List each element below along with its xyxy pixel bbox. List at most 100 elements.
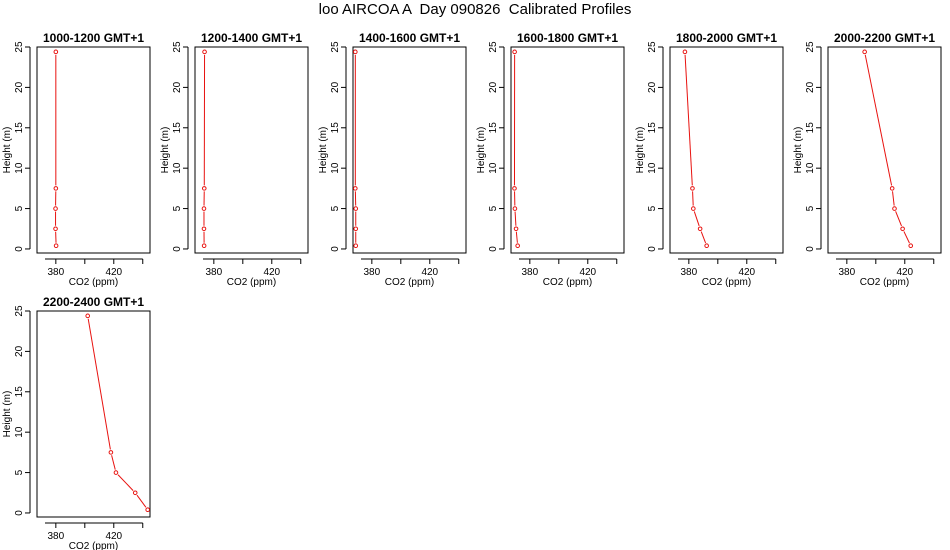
y-tick-label: 20 <box>14 345 25 357</box>
panel: 2000-2200 GMT+1 0 5 10 15 20 25 Height (m) 380 42… <box>793 31 942 288</box>
y-tick-label: 25 <box>330 41 341 53</box>
data-point <box>201 243 207 249</box>
x-axis-label: CO2 (ppm) <box>860 277 909 288</box>
panel-title: 1200-1400 GMT+1 <box>201 31 302 45</box>
y-tick-label: 15 <box>805 122 816 134</box>
profile-segment <box>895 211 902 227</box>
data-point <box>704 243 709 249</box>
y-tick-label: 0 <box>172 246 183 252</box>
y-tick-label: 20 <box>805 81 816 93</box>
plot-frame <box>827 46 942 254</box>
data-point <box>697 226 703 232</box>
profile-segment <box>700 231 707 244</box>
x-axis-label: CO2 (ppm) <box>69 541 118 550</box>
y-tick-label: 15 <box>647 122 658 134</box>
y-tick-label: 25 <box>488 41 499 53</box>
x-tick-label: 420 <box>105 531 122 542</box>
data-point <box>691 206 696 211</box>
panel: 1400-1600 GMT+1 0 5 10 15 20 25 Height (m) 380 42… <box>318 31 467 288</box>
data-point <box>690 186 695 191</box>
profile-segment <box>684 54 693 186</box>
x-tick-label: 420 <box>105 267 122 278</box>
y-tick-label: 15 <box>14 122 25 134</box>
x-tick-label: 420 <box>421 267 438 278</box>
profile-segment <box>692 191 694 206</box>
data-point <box>892 206 897 211</box>
y-tick-label: 15 <box>330 122 341 134</box>
profile-segment <box>515 231 518 243</box>
y-axis-label: Height (m) <box>793 127 804 174</box>
panel: 2200-2400 GMT+1 0 5 10 15 20 25 Height (m) 380 42… <box>2 295 151 550</box>
data-point <box>353 226 359 232</box>
y-axis-label: Height (m) <box>160 127 171 174</box>
y-tick-label: 10 <box>647 162 658 174</box>
panel-title: 1400-1600 GMT+1 <box>359 31 460 45</box>
y-tick-label: 10 <box>488 162 499 174</box>
profile-segment <box>111 455 116 470</box>
panel-title: 1000-1200 GMT+1 <box>43 31 144 45</box>
plot-frame <box>194 46 309 254</box>
profile-segment <box>117 474 134 491</box>
data-point <box>353 186 358 191</box>
data-point <box>353 206 359 211</box>
y-tick-label: 10 <box>805 162 816 174</box>
panel: 1600-1800 GMT+1 0 5 10 15 20 25 Height (m) 380 42… <box>476 31 625 288</box>
y-tick-label: 20 <box>14 81 25 93</box>
plot-frame <box>352 46 467 254</box>
data-point <box>513 226 519 232</box>
data-point <box>512 206 518 211</box>
x-tick-label: 380 <box>47 531 64 542</box>
figure-title: loo AIRCOA A Day 090826 Calibrated Profi… <box>318 1 632 18</box>
data-point <box>108 450 114 455</box>
y-tick-label: 10 <box>172 162 183 174</box>
y-tick-label: 20 <box>488 81 499 93</box>
data-point <box>682 49 688 55</box>
profile-segment <box>892 191 895 206</box>
data-point <box>889 186 895 191</box>
data-point <box>53 226 58 232</box>
data-point <box>512 49 517 55</box>
data-point <box>53 186 59 191</box>
y-tick-label: 25 <box>805 41 816 53</box>
data-point <box>201 206 207 211</box>
y-tick-label: 20 <box>172 81 183 93</box>
x-axis-label: CO2 (ppm) <box>227 277 276 288</box>
data-point <box>353 49 358 55</box>
y-tick-label: 0 <box>330 246 341 252</box>
profile-segment <box>864 54 893 186</box>
data-point <box>202 49 207 55</box>
y-tick-label: 0 <box>647 246 658 252</box>
x-tick-label: 420 <box>896 267 913 278</box>
data-point <box>53 49 59 55</box>
x-tick-label: 420 <box>738 267 755 278</box>
y-tick-label: 10 <box>330 162 341 174</box>
x-axis-label: CO2 (ppm) <box>702 277 751 288</box>
y-tick-label: 0 <box>14 510 25 516</box>
y-axis-label: Height (m) <box>476 127 487 174</box>
data-point <box>145 507 150 513</box>
data-point <box>113 470 119 475</box>
y-tick-label: 20 <box>647 81 658 93</box>
x-tick-label: 380 <box>838 267 855 278</box>
x-axis-label: CO2 (ppm) <box>385 277 434 288</box>
y-tick-label: 25 <box>14 305 25 317</box>
data-point <box>353 243 359 249</box>
panel: 1200-1400 GMT+1 0 5 10 15 20 25 Height (m) 380 42… <box>160 31 309 288</box>
panel-title: 1800-2000 GMT+1 <box>676 31 777 45</box>
y-tick-label: 5 <box>488 205 499 211</box>
y-axis-label: Height (m) <box>2 127 13 174</box>
y-tick-label: 0 <box>488 246 499 252</box>
plot-frame <box>36 310 151 518</box>
profile-segment <box>514 211 517 226</box>
x-tick-label: 420 <box>579 267 596 278</box>
y-tick-label: 0 <box>14 246 25 252</box>
panel-title: 1600-1800 GMT+1 <box>517 31 618 45</box>
x-tick-label: 380 <box>205 267 222 278</box>
y-axis-label: Height (m) <box>318 127 329 174</box>
data-point <box>201 186 207 191</box>
data-point <box>85 313 91 319</box>
y-tick-label: 25 <box>14 41 25 53</box>
x-tick-label: 380 <box>47 267 64 278</box>
y-tick-label: 10 <box>14 426 25 438</box>
data-point <box>900 226 905 232</box>
